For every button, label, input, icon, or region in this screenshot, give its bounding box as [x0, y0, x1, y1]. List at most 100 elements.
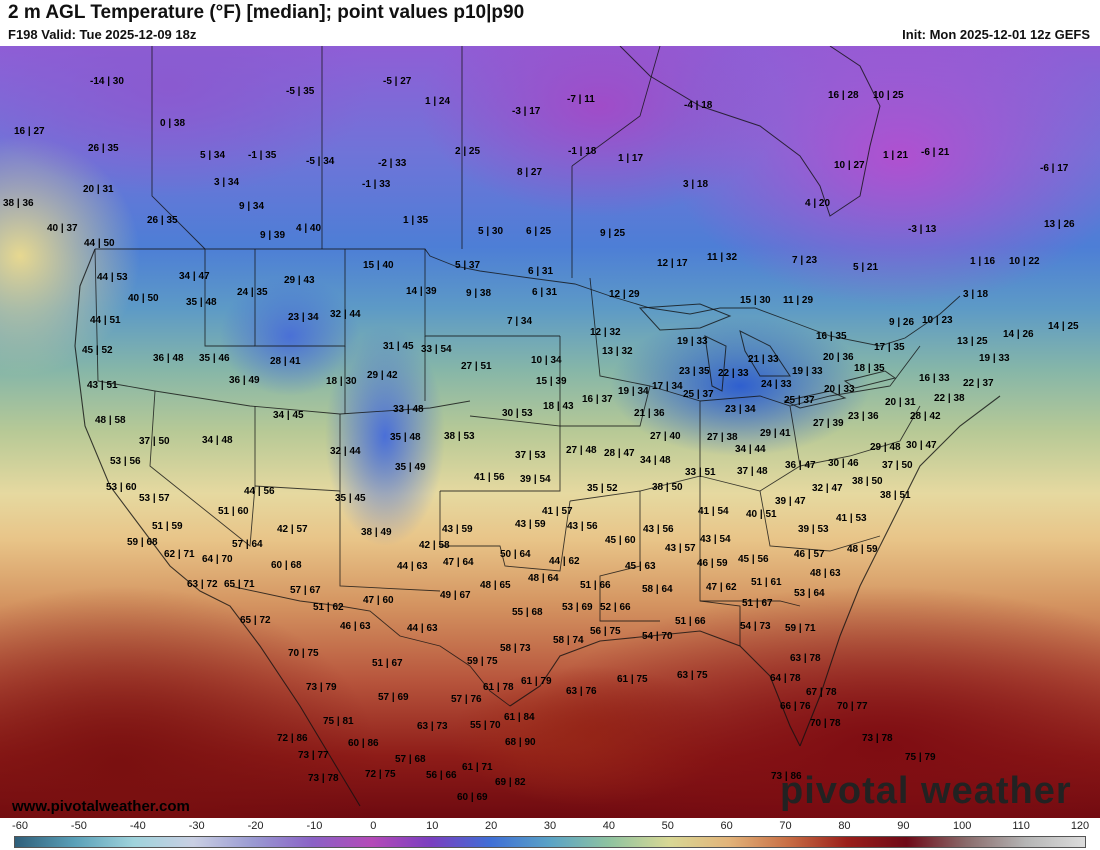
point-value-label: 6 | 31 — [532, 287, 558, 298]
point-value-label: 16 | 28 — [828, 90, 859, 101]
point-value-label: 22 | 37 — [963, 378, 994, 389]
point-value-label: 10 | 23 — [922, 315, 953, 326]
point-value-label: 35 | 46 — [199, 353, 230, 364]
colorbar-tick-label: 30 — [543, 820, 557, 832]
point-value-label: 70 | 78 — [810, 718, 841, 729]
point-value-label: 41 | 56 — [474, 472, 505, 483]
point-value-label: 70 | 75 — [288, 648, 319, 659]
point-value-label: 53 | 56 — [110, 456, 141, 467]
point-value-label: 11 | 32 — [707, 252, 738, 263]
point-value-label: 15 | 40 — [363, 260, 394, 271]
colorbar-tick-label: 80 — [838, 820, 851, 832]
point-value-label: 23 | 36 — [848, 411, 879, 422]
point-value-label: 61 | 75 — [617, 674, 648, 685]
point-value-label: 48 | 59 — [847, 544, 878, 555]
point-value-label: 73 | 79 — [306, 682, 337, 693]
point-value-label: 12 | 32 — [590, 327, 621, 338]
colorbar-tick-label: -10 — [306, 820, 323, 832]
point-value-label: 63 | 76 — [566, 686, 597, 697]
init-time: Init: Mon 2025-12-01 12z GEFS — [902, 27, 1090, 42]
point-value-label: 50 | 64 — [500, 549, 531, 560]
point-value-label: 36 | 49 — [229, 375, 260, 386]
point-value-label: 37 | 53 — [515, 450, 546, 461]
point-value-label: 53 | 60 — [106, 482, 137, 493]
point-value-label: 3 | 34 — [214, 177, 240, 188]
colorbar-tick-label: 0 — [370, 820, 377, 832]
point-value-label: 58 | 74 — [553, 635, 584, 646]
point-value-label: 73 | 78 — [308, 773, 339, 784]
point-value-label: 33 | 54 — [421, 344, 452, 355]
point-value-label: 57 | 64 — [232, 539, 263, 550]
point-value-label: 64 | 70 — [202, 554, 233, 565]
point-value-label: 19 | 34 — [618, 386, 649, 397]
point-value-label: 65 | 72 — [240, 615, 271, 626]
point-value-label: 18 | 43 — [543, 401, 574, 412]
point-value-label: 19 | 33 — [677, 336, 708, 347]
point-value-label: 7 | 23 — [792, 255, 818, 266]
point-value-label: 61 | 71 — [462, 762, 493, 773]
point-value-label: 62 | 71 — [164, 549, 195, 560]
colorbar-tick-label: -50 — [70, 820, 87, 832]
point-value-label: 36 | 48 — [153, 353, 184, 364]
point-value-label: 39 | 53 — [798, 524, 829, 535]
site-url: www.pivotalweather.com — [12, 798, 190, 815]
point-value-label: 3 | 18 — [963, 289, 989, 300]
point-value-label: 39 | 54 — [520, 474, 551, 485]
point-value-label: 9 | 34 — [239, 201, 265, 212]
point-value-label: 64 | 78 — [770, 673, 801, 684]
point-value-label: 12 | 17 — [657, 258, 688, 269]
point-value-label: 45 | 56 — [738, 554, 769, 565]
point-value-label: 57 | 76 — [451, 694, 482, 705]
point-value-label: 10 | 34 — [531, 355, 562, 366]
point-value-label: 43 | 56 — [567, 521, 598, 532]
point-value-label: 32 | 44 — [330, 309, 361, 320]
point-value-label: 30 | 47 — [906, 440, 937, 451]
point-value-label: 38 | 36 — [3, 198, 34, 209]
point-value-label: 44 | 51 — [90, 315, 121, 326]
point-value-label: 41 | 57 — [542, 506, 573, 517]
point-value-label: 41 | 54 — [698, 506, 729, 517]
point-value-label: 63 | 78 — [790, 653, 821, 664]
point-value-label: 56 | 75 — [590, 626, 621, 637]
point-value-label: 25 | 37 — [784, 395, 815, 406]
point-value-label: 20 | 33 — [824, 384, 855, 395]
point-value-label: 55 | 68 — [512, 607, 543, 618]
point-value-label: 51 | 66 — [675, 616, 706, 627]
colorbar-tick-label: 110 — [1012, 820, 1030, 832]
point-value-label: 51 | 61 — [751, 577, 782, 588]
colorbar-tick-label: 40 — [602, 820, 615, 832]
point-value-label: 5 | 34 — [200, 150, 226, 161]
point-value-label: 52 | 66 — [600, 602, 631, 613]
map-title: 2 m AGL Temperature (°F) [median]; point… — [8, 2, 525, 23]
point-value-label: 29 | 43 — [284, 275, 315, 286]
point-value-label: 44 | 50 — [84, 238, 115, 249]
point-value-label: 10 | 25 — [873, 90, 904, 101]
point-value-label: 24 | 35 — [237, 287, 268, 298]
point-value-label: -3 | 13 — [908, 224, 937, 235]
point-value-label: 19 | 33 — [792, 366, 823, 377]
point-value-label: 69 | 82 — [495, 777, 526, 788]
point-value-label: 5 | 21 — [853, 262, 879, 273]
point-value-label: 40 | 51 — [746, 509, 777, 520]
boundaries-overlay — [74, 46, 1001, 807]
point-value-label: 6 | 31 — [528, 266, 554, 277]
point-value-label: 14 | 39 — [406, 286, 437, 297]
point-value-label: 18 | 35 — [854, 363, 885, 374]
point-value-label: 36 | 47 — [785, 460, 816, 471]
temperature-map: -14 | 30 -5 | 27 1 | 24 -7 | 11 -4 | 18 16 | … — [0, 46, 1100, 818]
point-value-label: 38 | 49 — [361, 527, 392, 538]
point-value-label: 27 | 40 — [650, 431, 681, 442]
point-value-label: 57 | 67 — [290, 585, 321, 596]
point-value-label: 60 | 68 — [271, 560, 302, 571]
point-value-label: 54 | 70 — [642, 631, 673, 642]
point-value-label: 48 | 58 — [95, 415, 126, 426]
point-value-label: 48 | 64 — [528, 573, 559, 584]
point-value-label: 73 | 78 — [862, 733, 893, 744]
point-value-label: 3 | 18 — [683, 179, 709, 190]
point-value-label: 13 | 25 — [957, 336, 988, 347]
point-value-label: -7 | 11 — [567, 94, 595, 105]
point-value-label: 44 | 63 — [407, 623, 438, 634]
point-value-label: 16 | 27 — [14, 126, 45, 137]
point-value-label: 38 | 51 — [880, 490, 911, 501]
point-value-label: 27 | 39 — [813, 418, 844, 429]
